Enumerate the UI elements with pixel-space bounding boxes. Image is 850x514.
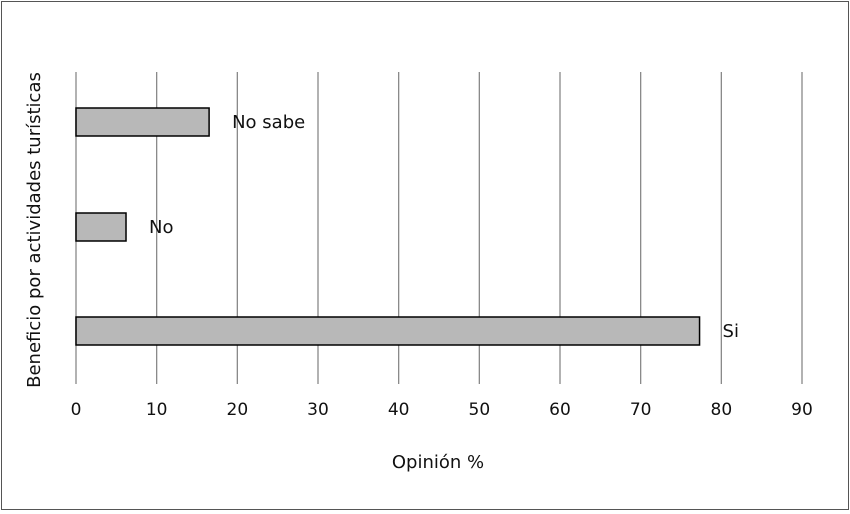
x-tick-label: 30	[307, 400, 329, 420]
bars	[75, 107, 701, 346]
x-tick-label: 90	[791, 400, 813, 420]
bar	[75, 212, 127, 242]
x-tick-label: 40	[388, 400, 410, 420]
bar-labels: No sabe No Si	[149, 112, 739, 342]
x-tick-label: 20	[227, 400, 249, 420]
bar-label: Si	[723, 321, 739, 342]
bar-label: No sabe	[232, 112, 305, 133]
bar	[75, 107, 210, 137]
x-tick-labels: 0 10 20 30 40 50 60 70 80 90	[71, 400, 813, 420]
x-tick-label: 70	[630, 400, 652, 420]
x-tick-label: 0	[71, 400, 82, 420]
bar	[75, 316, 701, 346]
bar-label: No	[149, 217, 173, 238]
x-tick-label: 50	[469, 400, 491, 420]
x-tick-label: 10	[146, 400, 168, 420]
x-axis-title: Opinión %	[392, 452, 484, 473]
x-tick-label: 60	[549, 400, 571, 420]
y-axis-title: Beneficio por actividades turísticas	[24, 72, 45, 388]
x-tick-label: 80	[711, 400, 733, 420]
